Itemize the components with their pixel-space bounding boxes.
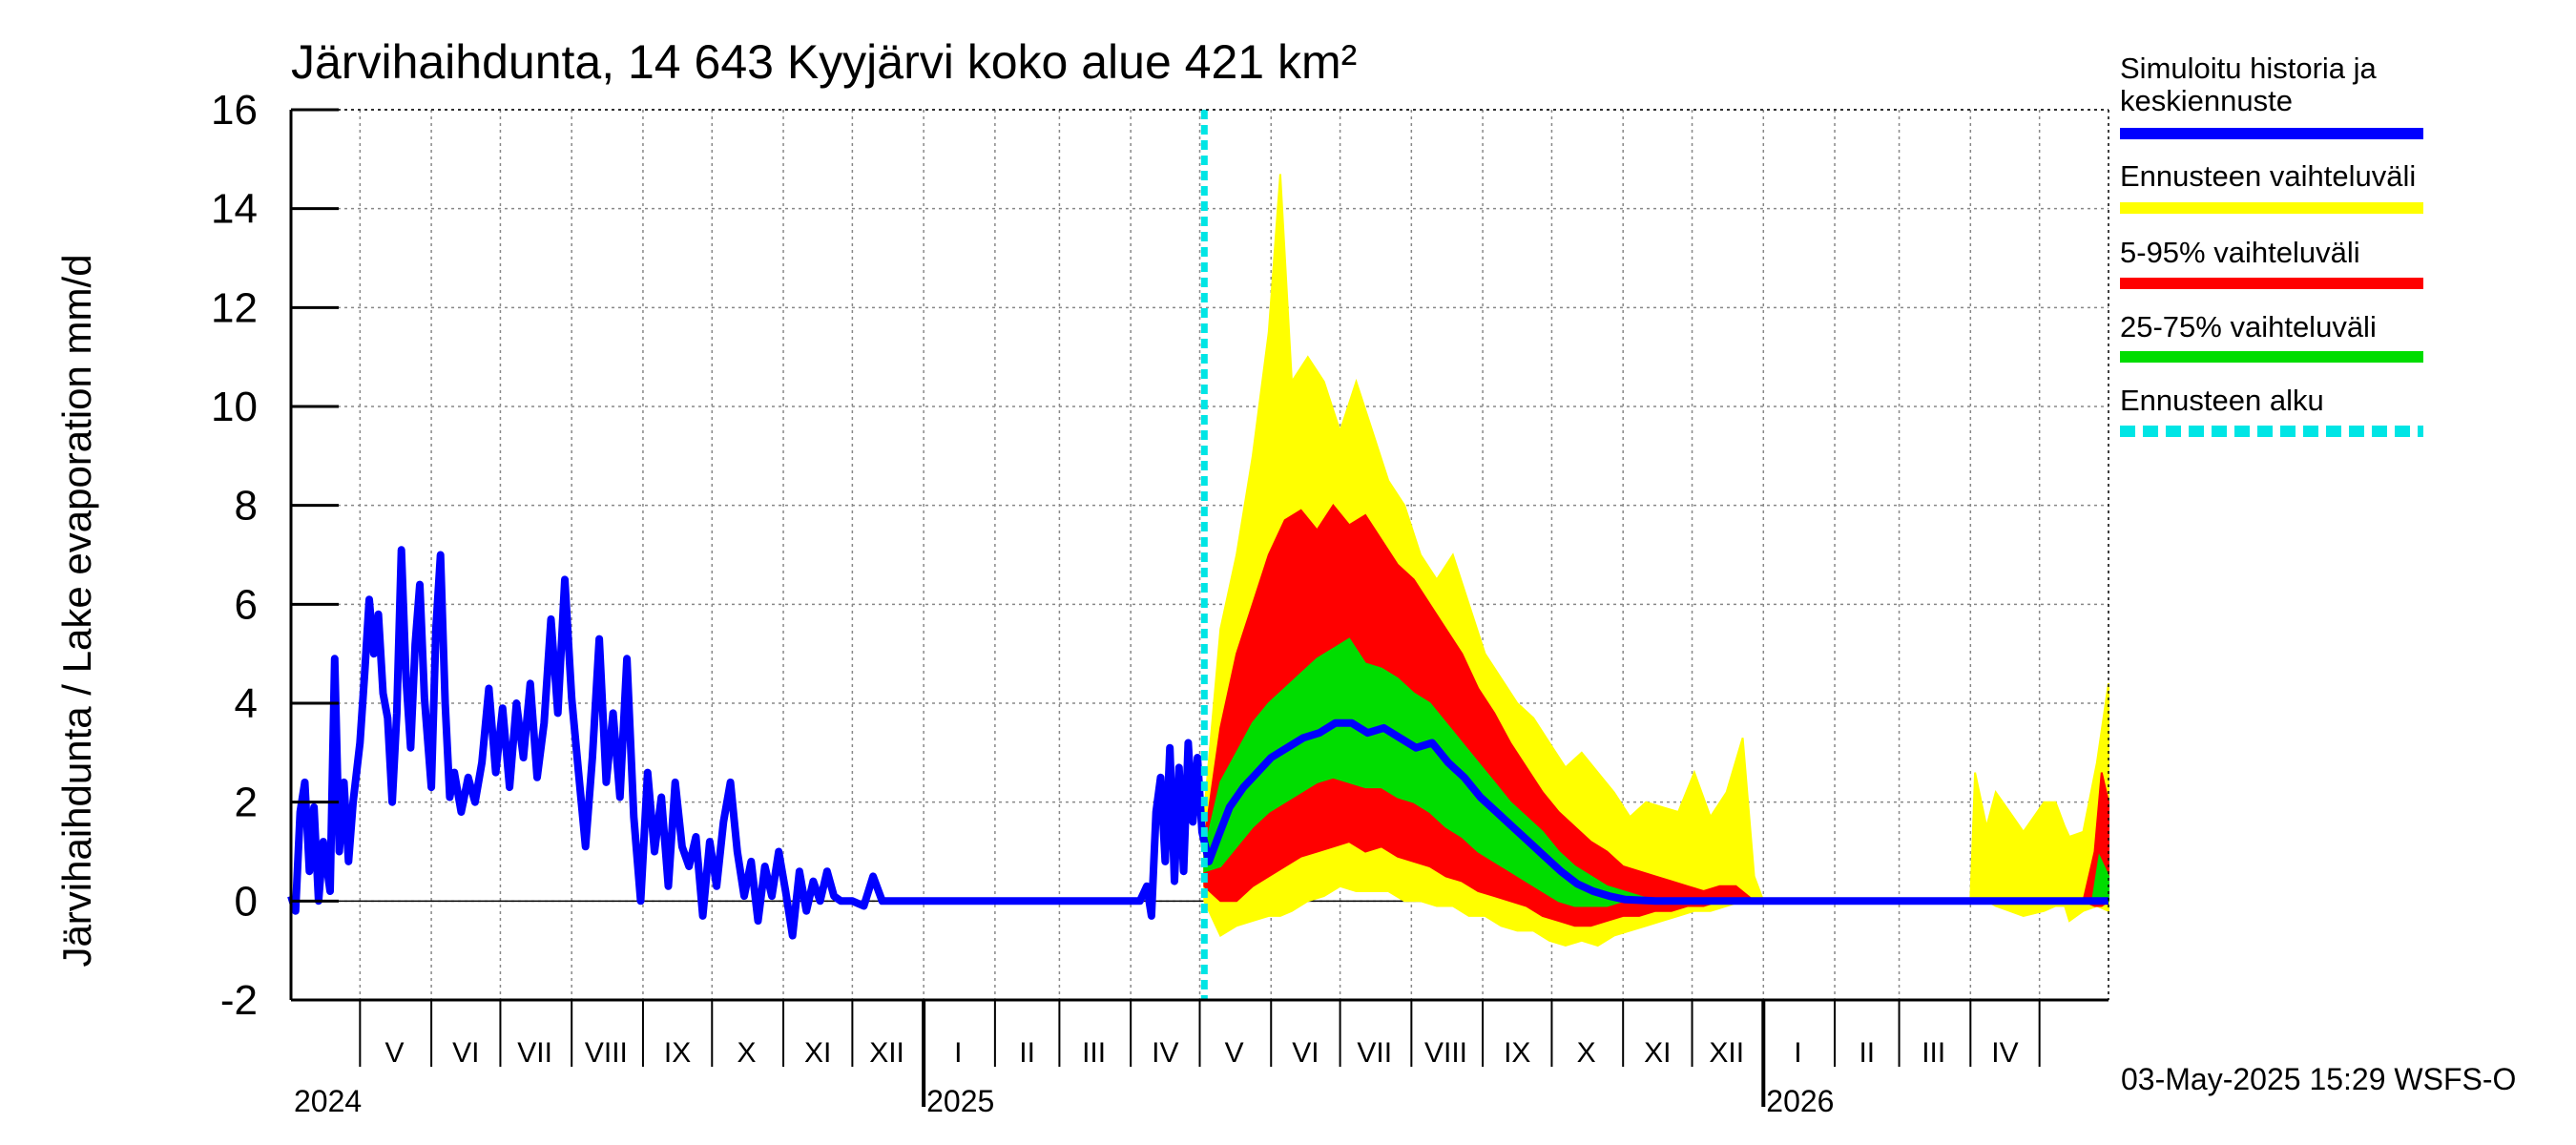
month-label: VIII — [585, 1037, 628, 1069]
legend-label: keskiennuste — [2120, 84, 2293, 117]
legend-label: 5-95% vaihteluväli — [2120, 236, 2360, 269]
month-label: III — [1922, 1037, 1945, 1069]
month-label: XI — [1644, 1037, 1671, 1069]
y-tick-label: 16 — [211, 87, 258, 134]
month-label: I — [954, 1037, 962, 1069]
legend-label: Simuloitu historia ja — [2120, 52, 2378, 85]
month-label: X — [1577, 1037, 1596, 1069]
year-label: 2025 — [926, 1084, 994, 1118]
chart-title: Järvihaihdunta, 14 643 Kyyjärvi koko alu… — [291, 35, 1357, 89]
y-tick-label: 4 — [235, 680, 258, 727]
month-label: XI — [804, 1037, 831, 1069]
month-label: XII — [869, 1037, 904, 1069]
series-lines — [287, 110, 2109, 1000]
y-tick-label: 8 — [235, 483, 258, 530]
month-label: III — [1082, 1037, 1106, 1069]
month-label: V — [385, 1037, 405, 1069]
series-line-mean — [287, 546, 2109, 940]
month-label: VII — [1357, 1037, 1392, 1069]
month-label: VIII — [1424, 1037, 1467, 1069]
month-label: IX — [1504, 1037, 1530, 1069]
year-label: 2026 — [1766, 1084, 1834, 1118]
legend-label: Ennusteen vaihteluväli — [2120, 159, 2416, 193]
legend-label: Ennusteen alku — [2120, 384, 2324, 417]
forecast-bands — [1203, 174, 2109, 947]
legend-label: 25-75% vaihteluväli — [2120, 310, 2377, 344]
month-label: IX — [664, 1037, 691, 1069]
y-tick-label: 14 — [211, 186, 258, 233]
month-label: XII — [1709, 1037, 1744, 1069]
month-label: II — [1019, 1037, 1035, 1069]
month-label: VII — [517, 1037, 552, 1069]
y-tick-label: 0 — [235, 878, 258, 925]
y-axis-label: Järvihaihdunta / Lake evaporation mm/d — [54, 254, 99, 967]
month-label: I — [1794, 1037, 1801, 1069]
y-tick-label: 12 — [211, 284, 258, 331]
month-label: II — [1859, 1037, 1875, 1069]
y-tick-label: 10 — [211, 384, 258, 430]
year-label: 2024 — [294, 1084, 362, 1118]
month-label: IV — [1991, 1037, 2018, 1069]
month-label: VI — [452, 1037, 479, 1069]
month-label: VI — [1292, 1037, 1319, 1069]
month-label: IV — [1152, 1037, 1178, 1069]
month-label: X — [737, 1037, 756, 1069]
timestamp-footer: 03-May-2025 15:29 WSFS-O — [2121, 1062, 2516, 1096]
y-tick-label: 2 — [235, 780, 258, 826]
month-label: V — [1225, 1037, 1244, 1069]
y-tick-label: -2 — [220, 977, 258, 1024]
y-tick-label: 6 — [235, 581, 258, 628]
